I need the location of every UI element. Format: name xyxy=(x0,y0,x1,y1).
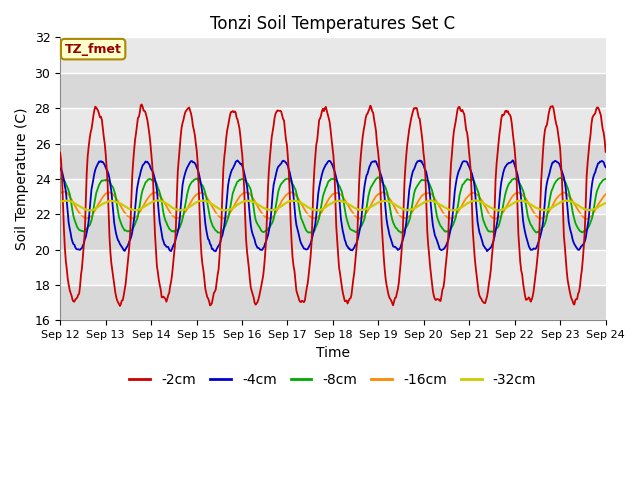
-8cm xyxy=(59,177,67,182)
Line: -4cm: -4cm xyxy=(60,160,605,252)
-16cm xyxy=(61,189,68,194)
-16cm xyxy=(385,195,393,201)
Bar xyxy=(60,250,605,285)
-4cm xyxy=(572,244,580,250)
-16cm xyxy=(572,203,579,208)
-32cm xyxy=(385,199,393,205)
-2cm xyxy=(56,150,64,156)
-4cm xyxy=(212,249,220,254)
-16cm xyxy=(602,192,609,197)
-16cm xyxy=(426,191,433,196)
-16cm xyxy=(534,214,541,220)
-4cm xyxy=(509,157,516,163)
-4cm xyxy=(534,240,542,246)
-4cm xyxy=(602,164,609,170)
-8cm xyxy=(387,207,394,213)
-16cm xyxy=(248,193,255,199)
-2cm xyxy=(59,201,67,206)
Y-axis label: Soil Temperature (C): Soil Temperature (C) xyxy=(15,108,29,250)
-2cm xyxy=(534,247,542,252)
-8cm xyxy=(247,187,255,192)
-4cm xyxy=(56,166,64,171)
-32cm xyxy=(56,199,64,204)
Bar xyxy=(60,179,605,214)
-32cm xyxy=(493,208,501,214)
Bar xyxy=(60,144,605,179)
Bar xyxy=(60,214,605,250)
-2cm xyxy=(249,291,257,297)
-16cm xyxy=(583,216,591,222)
-8cm xyxy=(534,229,542,235)
-2cm xyxy=(602,149,609,155)
Line: -32cm: -32cm xyxy=(60,201,605,211)
-32cm xyxy=(602,200,609,206)
-4cm xyxy=(385,231,393,237)
X-axis label: Time: Time xyxy=(316,346,350,360)
-32cm xyxy=(153,198,161,204)
-2cm xyxy=(116,303,124,309)
Bar xyxy=(60,37,605,73)
-4cm xyxy=(59,173,67,179)
-32cm xyxy=(426,198,433,204)
-8cm xyxy=(374,174,382,180)
-2cm xyxy=(387,296,394,302)
-2cm xyxy=(572,296,580,302)
-8cm xyxy=(602,176,609,182)
-2cm xyxy=(426,264,434,269)
-8cm xyxy=(572,222,580,228)
-8cm xyxy=(56,176,64,181)
-4cm xyxy=(248,228,255,234)
-32cm xyxy=(534,206,542,212)
-32cm xyxy=(572,201,580,207)
-16cm xyxy=(56,190,64,196)
Bar xyxy=(60,285,605,321)
-8cm xyxy=(308,230,316,236)
-16cm xyxy=(59,189,67,195)
Legend: -2cm, -4cm, -8cm, -16cm, -32cm: -2cm, -4cm, -8cm, -16cm, -32cm xyxy=(124,368,542,393)
Line: -16cm: -16cm xyxy=(60,192,605,219)
Text: TZ_fmet: TZ_fmet xyxy=(65,43,122,56)
Line: -8cm: -8cm xyxy=(60,177,605,233)
Bar xyxy=(60,108,605,144)
-2cm xyxy=(138,102,145,108)
Line: -2cm: -2cm xyxy=(60,105,605,306)
-4cm xyxy=(426,185,433,191)
Bar xyxy=(60,73,605,108)
-32cm xyxy=(59,198,67,204)
-8cm xyxy=(426,183,434,189)
-32cm xyxy=(248,199,255,204)
Title: Tonzi Soil Temperatures Set C: Tonzi Soil Temperatures Set C xyxy=(211,15,456,33)
